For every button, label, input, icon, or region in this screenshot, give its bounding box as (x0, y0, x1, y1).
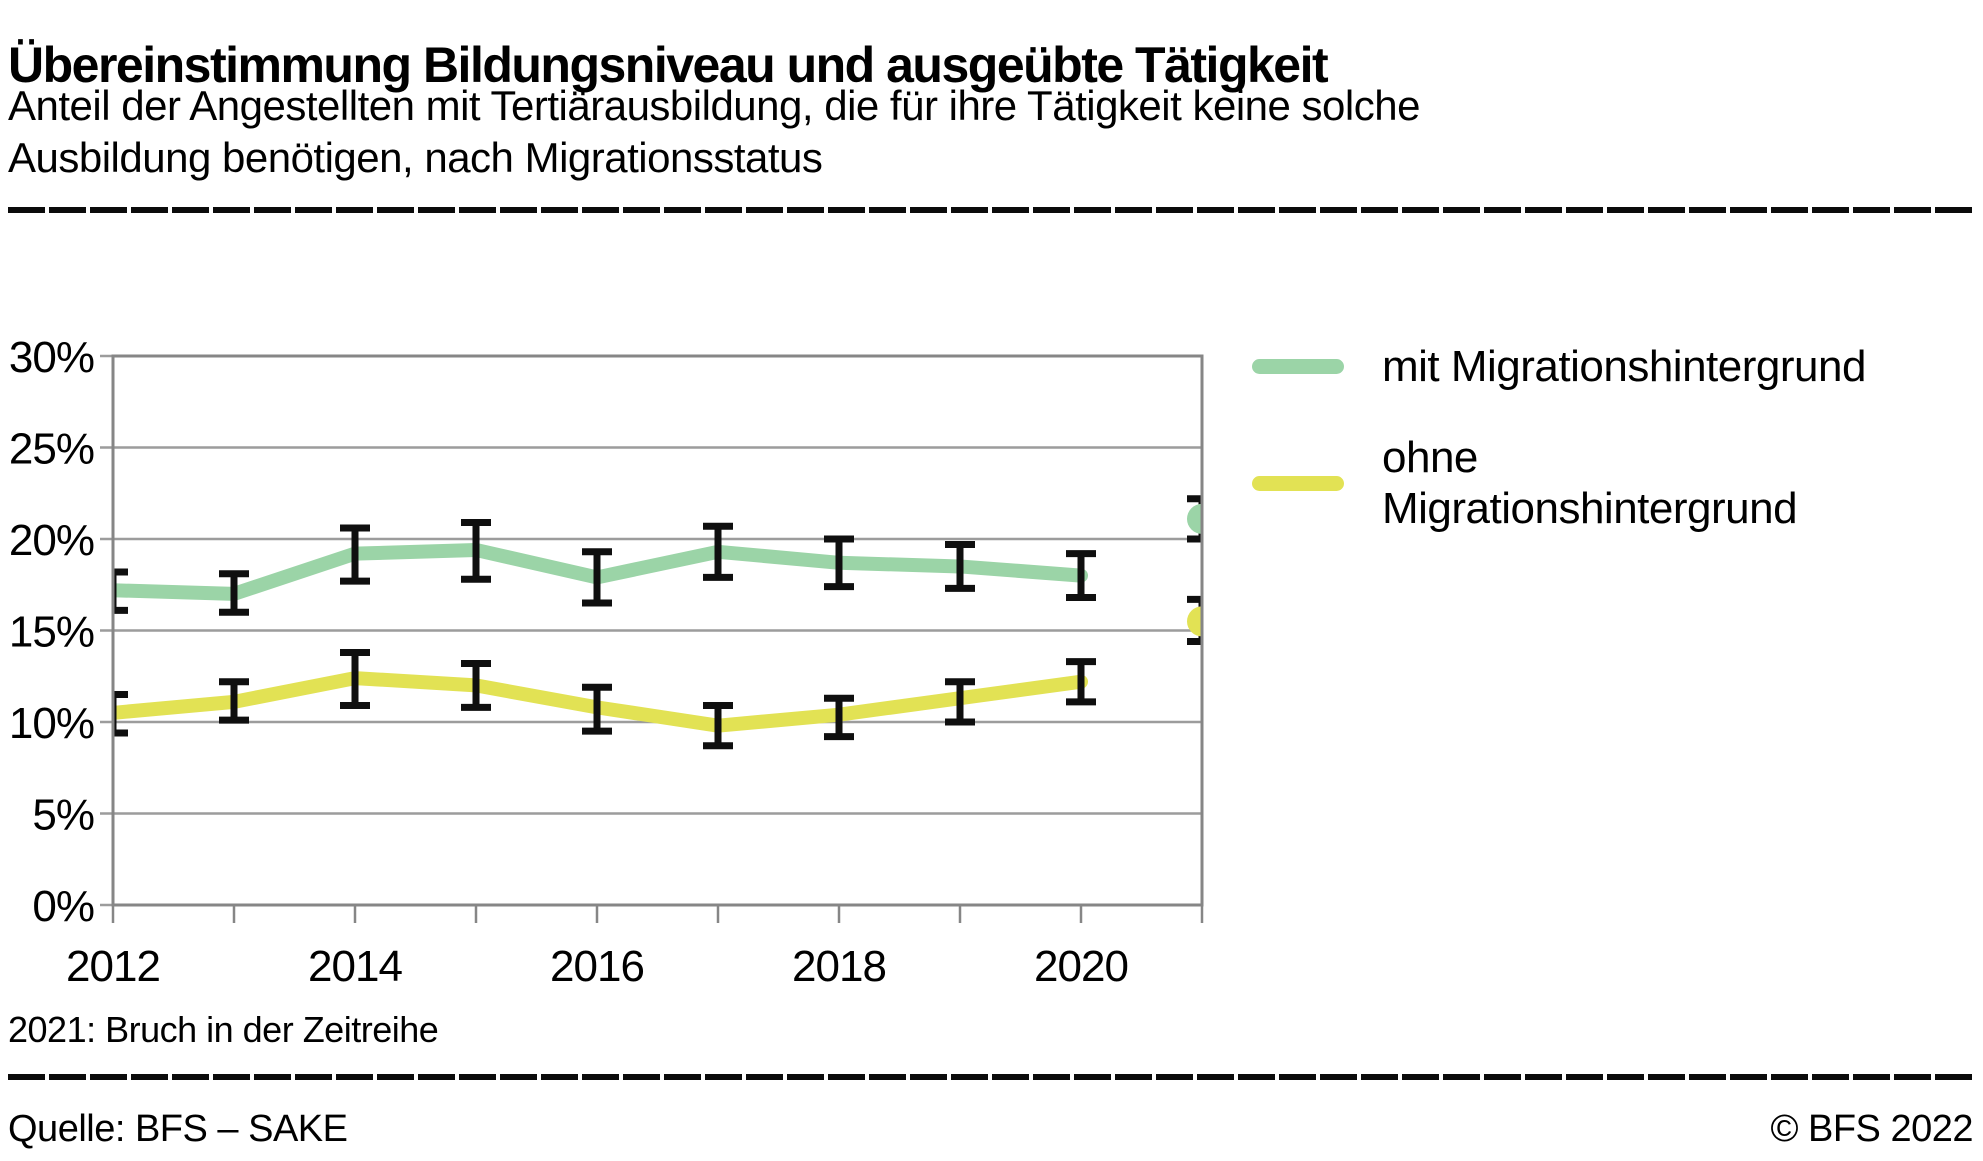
legend-item-mit-migrationshintergrund: mit Migrationshintergrund (1252, 341, 1866, 392)
footnote-series-break: 2021: Bruch in der Zeitreihe (8, 1009, 439, 1050)
legend-label-ohne-line-1: ohne (1382, 433, 1478, 482)
subtitle-line-1: Anteil der Angestellten mit Tertiärausbi… (8, 82, 1420, 129)
error-bar-2021 (1187, 595, 1202, 645)
error-bar-2012 (113, 691, 128, 737)
error-bar-2019 (945, 540, 975, 592)
data-layer (113, 495, 1202, 750)
x-tick-label-2014: 2014 (308, 942, 402, 991)
footer: Quelle: BFS – SAKE © BFS 2022 (8, 1106, 1973, 1152)
error-bar-2016 (582, 683, 612, 735)
y-tick-label-10: 10% (9, 699, 94, 748)
error-bar-2017 (703, 702, 733, 750)
legend-label-ohne: ohne Migrationshintergrund (1382, 432, 1798, 534)
y-tick-label-0: 0% (32, 882, 94, 931)
chart-subtitle: Anteil der Angestellten mit Tertiärausbi… (8, 80, 1420, 184)
legend-label-mit: mit Migrationshintergrund (1382, 341, 1866, 392)
page-title: Übereinstimmung Bildungsniveau und ausge… (8, 36, 1329, 93)
x-tick-label-2018: 2018 (792, 942, 886, 991)
header-divider (8, 207, 1973, 213)
error-bar-2018 (824, 694, 854, 741)
error-bar-2015 (461, 519, 491, 583)
error-bar-2020 (1066, 550, 1096, 602)
error-bar-2014 (340, 524, 370, 585)
error-bar-2013 (219, 678, 249, 724)
legend-swatch-ohne-icon (1252, 475, 1344, 491)
x-tick-label-2012: 2012 (66, 942, 160, 991)
error-bar-2017 (703, 522, 733, 581)
x-tick-label-2016: 2016 (550, 942, 644, 991)
legend-swatch-mit-icon (1252, 359, 1344, 374)
error-bar-2012 (113, 568, 128, 614)
legend-label-ohne-line-2: Migrationshintergrund (1382, 484, 1798, 533)
error-bar-2016 (582, 548, 612, 607)
error-bar-2013 (219, 570, 249, 616)
error-bar-2018 (824, 535, 854, 591)
x-tick-label-2020: 2020 (1034, 942, 1128, 991)
y-tick-label-20: 20% (9, 516, 94, 565)
break-point-ohne-migrationshintergrund (1187, 606, 1202, 637)
subtitle-line-2: Ausbildung benötigen, nach Migrationssta… (8, 134, 823, 181)
copyright-label: © BFS 2022 (1770, 1108, 1973, 1150)
legend-label-mit-line: mit Migrationshintergrund (1382, 342, 1866, 391)
error-bar-2015 (461, 659, 491, 711)
y-tick-label-25: 25% (9, 425, 94, 474)
footer-divider (8, 1074, 1973, 1080)
y-tick-label-30: 30% (9, 333, 94, 382)
legend-item-ohne-migrationshintergrund: ohne Migrationshintergrund (1252, 432, 1866, 534)
error-bar-2019 (945, 678, 975, 726)
plot-border (111, 354, 1204, 907)
error-bar-2020 (1066, 658, 1096, 706)
chart-legend: mit Migrationshintergrund ohne Migration… (1252, 341, 1866, 574)
break-point-mit-migrationshintergrund (1187, 503, 1202, 534)
source-label: Quelle: BFS – SAKE (8, 1108, 348, 1150)
error-bar-2021 (1187, 495, 1202, 543)
line-chart-plot: 0% 5% 10% 15% 20% 25% 30% 2012 2014 2016 2018 2020 (9, 333, 1204, 991)
error-bar-2014 (340, 648, 370, 710)
y-tick-label-5: 5% (32, 791, 94, 840)
y-tick-label-15: 15% (9, 608, 94, 657)
